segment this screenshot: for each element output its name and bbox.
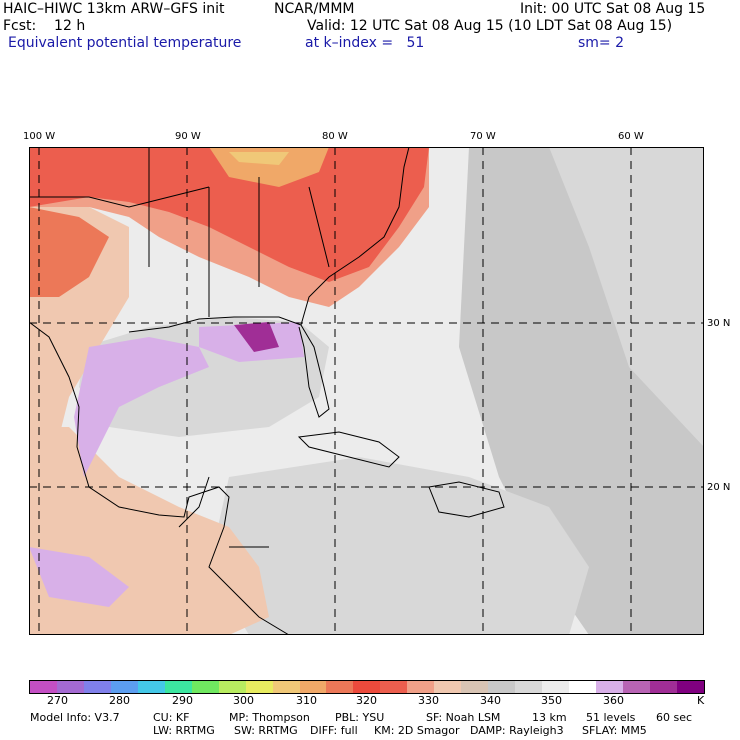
- map-frame: [29, 147, 704, 635]
- lat-lon-grid: [29, 147, 704, 635]
- footer-damp: DAMP: Rayleigh3: [470, 724, 564, 737]
- pacific-purple-region: [29, 547, 129, 607]
- model-title: HAIC–HIWC 13km ARW–GFS init: [3, 1, 225, 17]
- init-time: Init: 00 UTC Sat 08 Aug 15: [520, 1, 706, 17]
- colorbar-label-280: 280: [109, 694, 130, 707]
- colorbar-swatch-9: [272, 681, 300, 693]
- warm-region-red: [29, 147, 429, 282]
- footer-sw: SW: RRTMG: [234, 724, 298, 737]
- colorbar-swatch-21: [596, 681, 623, 693]
- colorbar-swatch-23: [649, 681, 677, 693]
- texas-warm-region: [29, 207, 109, 297]
- colorbar-swatch-0: [30, 681, 57, 693]
- colorbar-swatch-1: [56, 681, 84, 693]
- lon-label-100w: 100 W: [23, 131, 56, 142]
- colorbar-swatch-14: [407, 681, 435, 693]
- colorbar-swatch-24: [676, 681, 704, 693]
- footer-levels: 51 levels: [586, 711, 636, 724]
- footer-timestep: 60 sec: [656, 711, 693, 724]
- footer-lw: LW: RRTMG: [153, 724, 215, 737]
- colorbar-swatch-5: [164, 681, 192, 693]
- colorbar-label-330: 330: [418, 694, 439, 707]
- colorbar-label-290: 290: [172, 694, 193, 707]
- lon-label-60w: 60 W: [618, 131, 644, 142]
- lon-label-70w: 70 W: [470, 131, 496, 142]
- colorbar-label-340: 340: [480, 694, 501, 707]
- colorbar-swatch-8: [245, 681, 273, 693]
- colorbar-swatch-11: [326, 681, 354, 693]
- colorbar-swatch-3: [110, 681, 138, 693]
- footer-resolution: 13 km: [532, 711, 567, 724]
- theta-e-map: [29, 147, 704, 635]
- colorbar-swatch-20: [569, 681, 597, 693]
- footer-pbl: PBL: YSU: [335, 711, 385, 724]
- colorbar-label-300: 300: [233, 694, 254, 707]
- footer-cu: CU: KF: [153, 711, 190, 724]
- footer-km: KM: 2D Smagor: [374, 724, 460, 737]
- colorbar-label-310: 310: [296, 694, 317, 707]
- central-america-borders: [178, 476, 269, 548]
- warm-region-yellow: [229, 152, 289, 165]
- colorbar: [29, 680, 705, 694]
- level-index: at k–index = 51: [305, 35, 425, 51]
- smoothing: sm= 2: [578, 35, 625, 51]
- colorbar-swatch-12: [353, 681, 381, 693]
- gulf-purple-region: [74, 337, 209, 477]
- hispaniola: [428, 481, 505, 518]
- gulf-north-coast: [128, 316, 330, 418]
- colorbar-label-360: 360: [603, 694, 624, 707]
- colorbar-swatch-2: [83, 681, 111, 693]
- colorbar-swatch-22: [622, 681, 650, 693]
- footer-model-info: Model Info: V3.7: [30, 711, 120, 724]
- footer-sf: SF: Noah LSM: [426, 711, 501, 724]
- cuba: [297, 431, 400, 468]
- colorbar-label-350: 350: [541, 694, 562, 707]
- valid-time: Valid: 12 UTC Sat 08 Aug 15 (10 LDT Sat …: [307, 18, 673, 34]
- colorbar-swatch-15: [434, 681, 462, 693]
- colorbar-swatch-17: [488, 681, 516, 693]
- colorbar-swatch-19: [542, 681, 570, 693]
- atlantic-light-region: [549, 147, 704, 447]
- colorbar-swatch-10: [299, 681, 327, 693]
- field-name: Equivalent potential temperature: [8, 35, 242, 51]
- caribbean-gray-region: [209, 457, 589, 635]
- gulf-west-coast: [29, 321, 290, 635]
- colorbar-swatch-6: [191, 681, 219, 693]
- footer-sflay: SFLAY: MM5: [582, 724, 647, 737]
- colorbar-swatch-18: [515, 681, 543, 693]
- lat-label-30n: 30 N: [707, 318, 731, 329]
- footer-diff: DIFF: full: [310, 724, 358, 737]
- colorbar-label-270: 270: [47, 694, 68, 707]
- colorbar-swatch-4: [137, 681, 165, 693]
- footer-mp: MP: Thompson: [229, 711, 310, 724]
- state-border-1: [29, 186, 210, 208]
- colorbar-swatch-16: [461, 681, 489, 693]
- organization: NCAR/MMM: [274, 1, 355, 17]
- gulf-purple-core: [234, 322, 279, 352]
- coastlines: [29, 147, 505, 635]
- lon-label-80w: 80 W: [322, 131, 348, 142]
- colorbar-swatch-7: [218, 681, 246, 693]
- state-borders: [148, 147, 330, 317]
- atlantic-coast: [300, 147, 410, 326]
- colorbar-label-320: 320: [356, 694, 377, 707]
- colorbar-unit: K: [697, 694, 705, 707]
- forecast-hour: Fcst: 12 h: [3, 18, 86, 34]
- lon-label-90w: 90 W: [175, 131, 201, 142]
- colorbar-swatch-13: [380, 681, 408, 693]
- lat-label-20n: 20 N: [707, 482, 731, 493]
